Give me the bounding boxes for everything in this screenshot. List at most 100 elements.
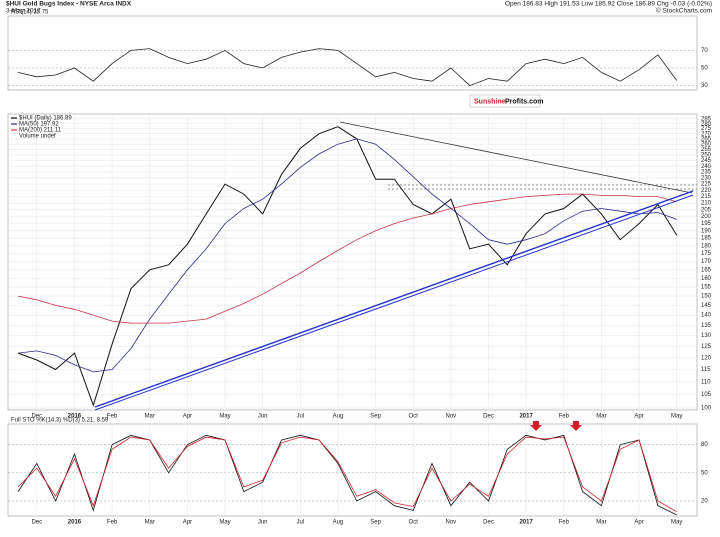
y-tick-label: 130 <box>701 333 712 339</box>
x-tick-label: Mar <box>145 414 155 420</box>
legend-label: MA(50) 197.92 <box>19 122 59 128</box>
y-tick-label: 105 <box>701 392 712 398</box>
x-tick-label: Apr <box>634 520 643 526</box>
x-tick-label: Feb <box>107 414 118 420</box>
x-tick-label: Dec <box>31 414 42 420</box>
y-tick-label: 50 <box>701 66 708 72</box>
y-tick-label: 190 <box>701 228 712 234</box>
y-tick-label: 180 <box>701 243 712 249</box>
y-tick-label: 185 <box>701 236 712 242</box>
series-line <box>17 126 678 407</box>
y-tick-label: 110 <box>701 379 711 385</box>
x-tick-label: Mar <box>596 520 606 526</box>
legend-label: MA(200) 211.11 <box>19 128 62 134</box>
y-tick-label: 235 <box>701 170 712 176</box>
watermark-left: Sunshine <box>474 98 506 105</box>
x-tick-label: Feb <box>107 520 118 526</box>
y-tick-label: 265 <box>701 136 712 142</box>
legend-label: $HUI (Daily) 186.89 <box>19 116 72 122</box>
annotations <box>94 121 697 431</box>
y-tick-label: 20 <box>701 499 708 505</box>
x-tick-label: Dec <box>483 414 494 420</box>
y-tick-label: 135 <box>701 323 712 329</box>
watermark-right: Profits.com <box>505 98 544 105</box>
y-tick-label: 100 <box>701 406 712 412</box>
header-title: $HUI Gold Bugs Index - NYSE Arca INDX <box>6 1 132 8</box>
support-line <box>94 194 694 411</box>
y-tick-label: 210 <box>701 201 712 207</box>
header-date: 3-May-2017 <box>6 8 41 15</box>
x-tick-label: Apr <box>183 520 192 526</box>
series-line <box>17 48 678 87</box>
y-tick-label: 140 <box>701 313 712 319</box>
y-tick-label: 145 <box>701 303 712 309</box>
y-tick-label: 200 <box>701 214 712 220</box>
y-tick-label: 50 <box>701 470 708 476</box>
y-tick-label: 155 <box>701 285 712 291</box>
x-tick-label: May <box>671 520 682 526</box>
y-tick-label: 270 <box>701 131 712 137</box>
y-tick-label: 215 <box>701 194 712 200</box>
y-tick-label: 280 <box>701 121 712 127</box>
series-line <box>17 436 677 513</box>
x-tick-label: 2016 <box>68 520 82 526</box>
panel-title: RSI(14) 35.75 <box>11 10 49 16</box>
y-tick-label: 230 <box>701 176 712 182</box>
series-line <box>17 193 677 324</box>
x-tick-label: Mar <box>596 414 606 420</box>
y-tick-label: 220 <box>701 188 712 194</box>
arrow-marker <box>530 421 542 431</box>
x-tick-label: 2016 <box>68 414 82 420</box>
y-tick-label: 250 <box>701 153 712 159</box>
y-tick-label: 70 <box>701 48 708 54</box>
y-tick-label: 125 <box>701 344 712 350</box>
y-tick-label: 195 <box>701 221 712 227</box>
y-tick-label: 80 <box>701 442 708 448</box>
x-tick-label: Aug <box>333 520 344 526</box>
y-tick-label: 285 <box>701 116 712 122</box>
y-tick-label: 175 <box>701 251 712 257</box>
x-tick-label: Nov <box>446 520 457 526</box>
panel-frame <box>7 15 698 91</box>
y-tick-label: 30 <box>701 83 708 89</box>
y-tick-label: 170 <box>701 259 712 265</box>
x-tick-label: Apr <box>634 414 643 420</box>
x-tick-label: Dec <box>31 520 42 526</box>
legend-label: Volume undef <box>19 134 56 140</box>
panel-title: Full STO %K(14,3) %D(3) 5.21, 8.59 <box>11 418 109 424</box>
x-tick-label: Jun <box>258 520 268 526</box>
x-tick-label: 2017 <box>519 414 533 420</box>
resistance-line <box>339 121 693 194</box>
header-quote: Open 186.83 High 191.53 Low 185.92 Close… <box>505 1 712 8</box>
x-tick-label: Jul <box>296 414 304 420</box>
x-tick-label: Apr <box>183 414 192 420</box>
y-tick-label: 275 <box>701 126 712 132</box>
x-tick-label: Nov <box>446 414 457 420</box>
y-tick-label: 150 <box>701 294 712 300</box>
x-tick-label: Aug <box>333 414 344 420</box>
x-tick-label: Jun <box>258 414 268 420</box>
x-tick-label: Mar <box>145 520 155 526</box>
x-tick-label: 2017 <box>519 520 533 526</box>
support-line <box>94 190 694 408</box>
x-tick-label: Oct <box>409 414 419 420</box>
x-tick-label: May <box>671 414 682 420</box>
panel-frame <box>7 423 698 517</box>
y-tick-label: 120 <box>701 355 712 361</box>
x-tick-label: Feb <box>559 520 570 526</box>
y-tick-label: 260 <box>701 142 712 148</box>
y-tick-label: 165 <box>701 267 712 273</box>
x-tick-label: Jul <box>296 520 304 526</box>
y-tick-label: 160 <box>701 276 712 282</box>
x-tick-label: Sep <box>370 414 381 420</box>
header-credit: © StockCharts.com <box>656 7 712 15</box>
watermark: Sunshine Profits.com <box>469 94 544 108</box>
watermark-box <box>469 94 541 108</box>
y-tick-label: 240 <box>701 164 712 170</box>
arrow-marker <box>570 421 582 431</box>
x-tick-label: May <box>219 414 230 420</box>
x-tick-label: Dec <box>483 520 494 526</box>
y-tick-label: 115 <box>701 367 711 373</box>
